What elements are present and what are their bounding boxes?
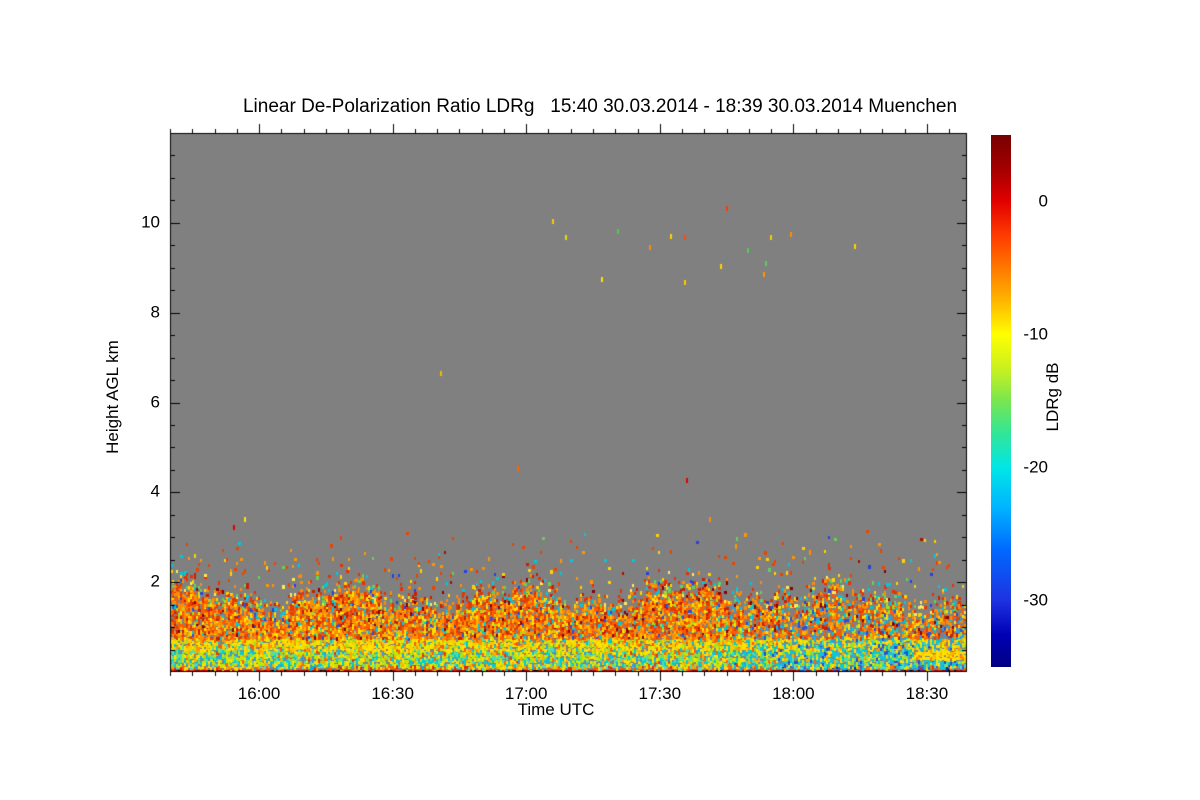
y-tick-label: 4 — [150, 481, 160, 501]
x-tick-label: 17:00 — [504, 684, 548, 703]
y-tick-label: 6 — [150, 392, 160, 412]
chart-title: Linear De-Polarization Ratio LDRg 15:40 … — [242, 96, 958, 117]
y-axis-label: Height AGL km — [103, 340, 122, 454]
colorbar-tick-label: -30 — [1023, 590, 1048, 610]
x-tick-label: 17:30 — [638, 684, 682, 703]
colorbar-tick-label: -10 — [1023, 324, 1048, 344]
colorbar-tick-label: 0 — [1038, 191, 1048, 211]
colorbar-label: LDRg dB — [1043, 362, 1062, 432]
y-tick-label: 2 — [150, 571, 160, 591]
y-tick-label: 8 — [150, 302, 160, 322]
x-tick-label: 18:00 — [772, 684, 815, 703]
x-tick-label: 16:00 — [237, 684, 281, 703]
x-tick-label: 16:30 — [371, 684, 414, 703]
y-tick-label: 10 — [141, 212, 160, 232]
colorbar-tick-label: -20 — [1023, 457, 1048, 477]
colorbar — [991, 135, 1011, 667]
x-tick-label: 18:30 — [905, 684, 949, 703]
x-axis-label: Time UTC — [517, 700, 595, 719]
